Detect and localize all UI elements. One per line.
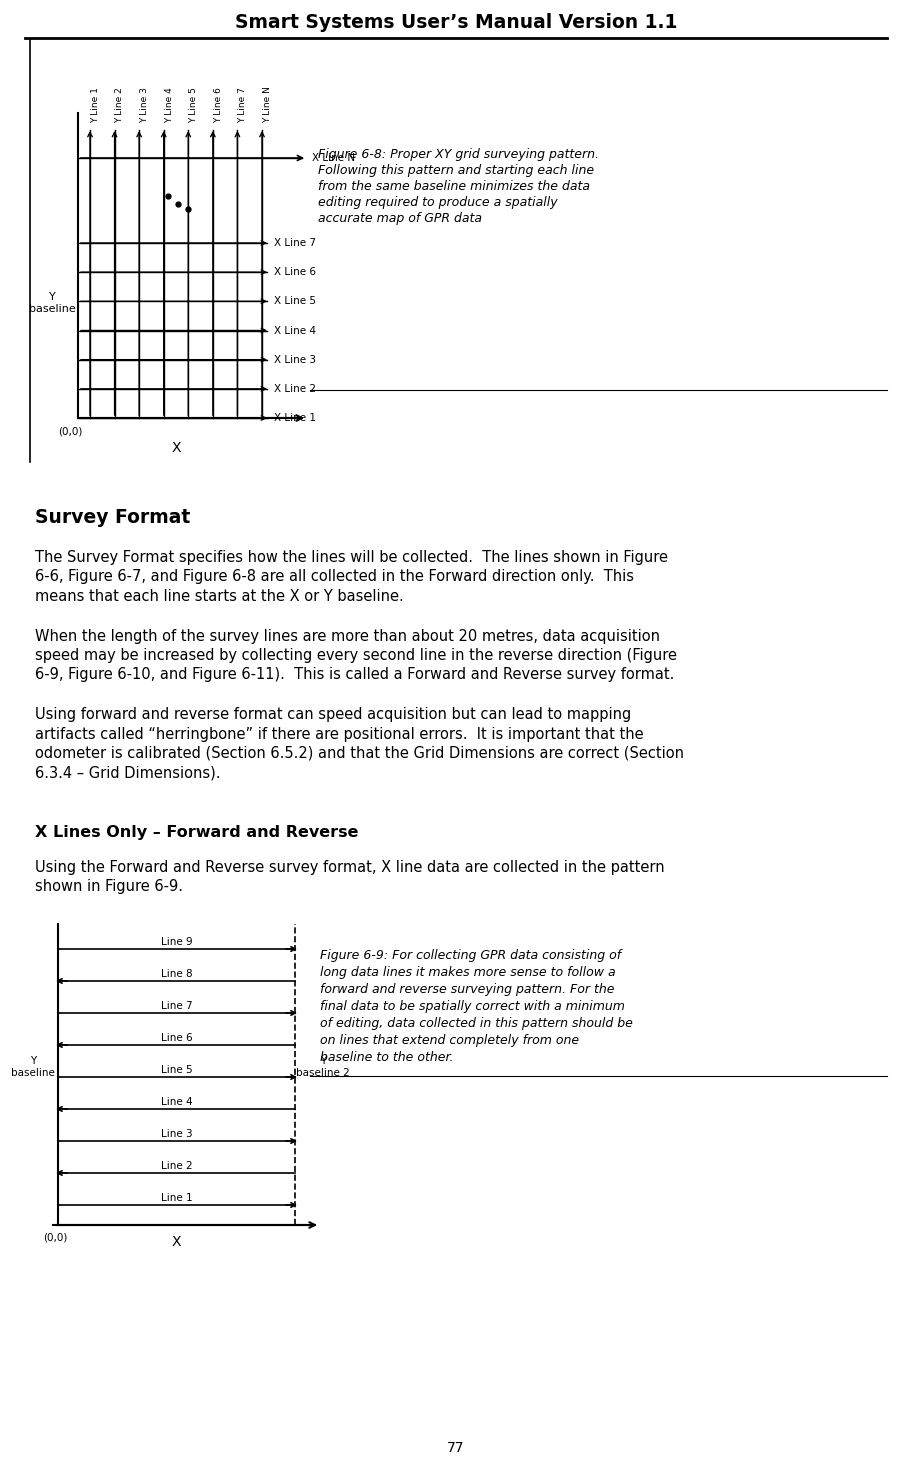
- Text: Line 4: Line 4: [160, 1097, 192, 1107]
- Text: speed may be increased by collecting every second line in the reverse direction : speed may be increased by collecting eve…: [35, 648, 676, 663]
- Text: Y Line N: Y Line N: [262, 86, 271, 123]
- Text: X Line 2: X Line 2: [273, 384, 315, 394]
- Text: artifacts called “herringbone” if there are positional errors.  It is important : artifacts called “herringbone” if there …: [35, 727, 643, 742]
- Text: Following this pattern and starting each line: Following this pattern and starting each…: [318, 164, 593, 177]
- Text: X Line 1: X Line 1: [273, 413, 315, 424]
- Text: X: X: [171, 1234, 181, 1249]
- Text: 6.3.4 – Grid Dimensions).: 6.3.4 – Grid Dimensions).: [35, 765, 220, 780]
- Text: baseline to the other.: baseline to the other.: [320, 1051, 453, 1064]
- Text: Line 6: Line 6: [160, 1034, 192, 1042]
- Text: Line 2: Line 2: [160, 1161, 192, 1171]
- Text: 6-9, Figure 6-10, and Figure 6-11).  This is called a Forward and Reverse survey: 6-9, Figure 6-10, and Figure 6-11). This…: [35, 667, 673, 683]
- Text: Y Line 2: Y Line 2: [116, 88, 125, 123]
- Text: (0,0): (0,0): [43, 1233, 67, 1243]
- Text: X Lines Only – Forward and Reverse: X Lines Only – Forward and Reverse: [35, 825, 358, 840]
- Text: on lines that extend completely from one: on lines that extend completely from one: [320, 1034, 578, 1047]
- Text: odometer is calibrated (Section 6.5.2) and that the Grid Dimensions are correct : odometer is calibrated (Section 6.5.2) a…: [35, 746, 683, 761]
- Text: Y Line 1: Y Line 1: [91, 86, 100, 123]
- Text: 6-6, Figure 6-7, and Figure 6-8 are all collected in the Forward direction only.: 6-6, Figure 6-7, and Figure 6-8 are all …: [35, 569, 633, 585]
- Text: Line 1: Line 1: [160, 1193, 192, 1204]
- Text: Line 5: Line 5: [160, 1064, 192, 1075]
- Text: X Line 7: X Line 7: [273, 237, 315, 248]
- Text: of editing, data collected in this pattern should be: of editing, data collected in this patte…: [320, 1017, 632, 1031]
- Text: shown in Figure 6-9.: shown in Figure 6-9.: [35, 880, 183, 894]
- Text: Using the Forward and Reverse survey format, X line data are collected in the pa: Using the Forward and Reverse survey for…: [35, 861, 664, 875]
- Text: X Line 6: X Line 6: [273, 267, 315, 277]
- Text: Figure 6-9: For collecting GPR data consisting of: Figure 6-9: For collecting GPR data cons…: [320, 949, 620, 962]
- Text: Line 7: Line 7: [160, 1001, 192, 1012]
- Text: X Line 4: X Line 4: [273, 325, 315, 336]
- Text: Using forward and reverse format can speed acquisition but can lead to mapping: Using forward and reverse format can spe…: [35, 707, 630, 721]
- Text: X: X: [171, 441, 180, 454]
- Text: Y
baseline 2: Y baseline 2: [296, 1056, 350, 1078]
- Text: forward and reverse surveying pattern. For the: forward and reverse surveying pattern. F…: [320, 984, 614, 995]
- Text: Y Line 7: Y Line 7: [238, 86, 247, 123]
- Text: 77: 77: [446, 1441, 465, 1454]
- Text: Figure 6-8: Proper XY grid surveying pattern.: Figure 6-8: Proper XY grid surveying pat…: [318, 148, 599, 161]
- Text: from the same baseline minimizes the data: from the same baseline minimizes the dat…: [318, 180, 589, 194]
- Text: X Line 5: X Line 5: [273, 296, 315, 306]
- Text: Y
baseline: Y baseline: [28, 292, 76, 314]
- Text: Survey Format: Survey Format: [35, 509, 190, 526]
- Text: When the length of the survey lines are more than about 20 metres, data acquisit: When the length of the survey lines are …: [35, 629, 660, 644]
- Text: final data to be spatially correct with a minimum: final data to be spatially correct with …: [320, 1000, 624, 1013]
- Text: Y Line 6: Y Line 6: [213, 86, 222, 123]
- Text: (0,0): (0,0): [57, 427, 82, 437]
- Text: Y Line 5: Y Line 5: [189, 86, 198, 123]
- Text: X Line 3: X Line 3: [273, 355, 315, 365]
- Text: Y Line 4: Y Line 4: [165, 88, 173, 123]
- Text: Line 9: Line 9: [160, 937, 192, 947]
- Text: Line 3: Line 3: [160, 1129, 192, 1139]
- Text: Y Line 3: Y Line 3: [140, 86, 149, 123]
- Text: accurate map of GPR data: accurate map of GPR data: [318, 213, 482, 224]
- Text: The Survey Format specifies how the lines will be collected.  The lines shown in: The Survey Format specifies how the line…: [35, 550, 667, 564]
- Text: long data lines it makes more sense to follow a: long data lines it makes more sense to f…: [320, 966, 615, 979]
- Text: editing required to produce a spatially: editing required to produce a spatially: [318, 196, 557, 210]
- Text: Y
baseline: Y baseline: [11, 1056, 55, 1078]
- Text: Line 8: Line 8: [160, 969, 192, 979]
- Text: means that each line starts at the X or Y baseline.: means that each line starts at the X or …: [35, 589, 404, 604]
- Text: Smart Systems User’s Manual Version 1.1: Smart Systems User’s Manual Version 1.1: [234, 13, 677, 31]
- Text: X Line N: X Line N: [312, 152, 354, 163]
